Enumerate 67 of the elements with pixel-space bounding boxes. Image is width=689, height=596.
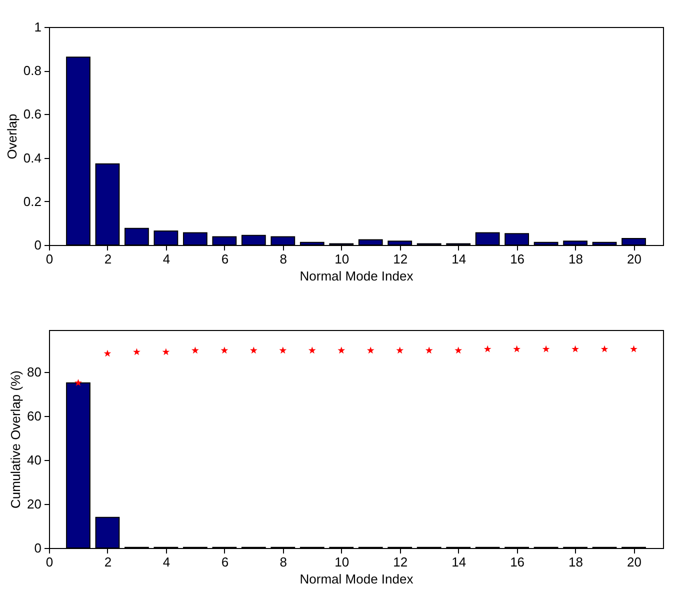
bar <box>241 234 266 246</box>
y-tick-label: 0.2 <box>23 194 42 209</box>
point <box>74 378 82 386</box>
point <box>600 345 608 352</box>
bar <box>124 228 149 246</box>
point <box>338 346 346 354</box>
y-tick-label: 0 <box>34 238 42 252</box>
x-axis-title: Normal Mode Index <box>300 268 414 284</box>
y-tick-label: 0.6 <box>23 106 42 122</box>
x-tick-label: 14 <box>452 252 466 266</box>
x-tick-label: 12 <box>393 252 408 266</box>
point <box>104 350 112 357</box>
x-tick-label: 8 <box>280 554 288 570</box>
point <box>572 345 579 352</box>
x-axis-title: Normal Mode Index <box>300 572 414 586</box>
x-tick-label: 20 <box>627 554 642 570</box>
point <box>630 345 638 352</box>
x-tick-label: 18 <box>568 554 584 570</box>
x-tick-label: 4 <box>162 554 170 570</box>
x-tick-label: 2 <box>104 252 112 266</box>
bar <box>66 56 90 246</box>
point <box>133 348 140 356</box>
point <box>220 346 228 354</box>
x-tick-label: 14 <box>452 554 466 570</box>
point <box>162 348 170 356</box>
bar <box>66 382 90 548</box>
x-tick-label: 6 <box>221 554 229 570</box>
point <box>308 346 316 354</box>
point <box>542 345 550 352</box>
bar <box>534 242 558 246</box>
y-tick-label: 60 <box>27 408 42 424</box>
x-tick-label: 12 <box>393 554 408 570</box>
x-tick-label: 6 <box>221 252 229 266</box>
x-tick-label: 20 <box>627 252 642 266</box>
y-tick-label: 0 <box>34 540 42 556</box>
bar <box>300 242 324 246</box>
point <box>250 346 258 354</box>
point <box>396 346 404 354</box>
point <box>454 346 462 354</box>
bar <box>358 239 383 246</box>
x-tick-label: 18 <box>568 252 584 266</box>
point <box>366 346 374 354</box>
y-tick-label: 1 <box>34 20 42 34</box>
bar <box>592 242 617 246</box>
point <box>425 346 433 354</box>
y-tick-label: 0.4 <box>23 150 42 166</box>
x-tick-label: 4 <box>162 252 170 266</box>
x-tick-label: 10 <box>334 252 350 266</box>
x-tick-label: 16 <box>510 252 525 266</box>
y-tick-label: 20 <box>27 496 42 512</box>
y-axis-title: Cumulative Overlap (%) <box>8 370 24 508</box>
bar <box>182 232 208 246</box>
x-tick-label: 0 <box>46 554 54 570</box>
y-tick-label: 80 <box>27 364 42 380</box>
x-tick-label: 16 <box>510 554 525 570</box>
y-tick-label: 40 <box>27 452 42 468</box>
point <box>279 346 287 354</box>
bar <box>475 232 500 246</box>
x-tick-label: 0 <box>46 252 54 266</box>
y-tick-label: 0.8 <box>23 63 42 78</box>
point <box>513 345 520 352</box>
point <box>484 345 492 352</box>
y-axis-title: Overlap <box>4 114 20 160</box>
x-tick-label: 8 <box>280 252 288 266</box>
x-tick-label: 10 <box>334 554 350 570</box>
point <box>192 346 199 354</box>
x-tick-label: 2 <box>104 554 112 570</box>
